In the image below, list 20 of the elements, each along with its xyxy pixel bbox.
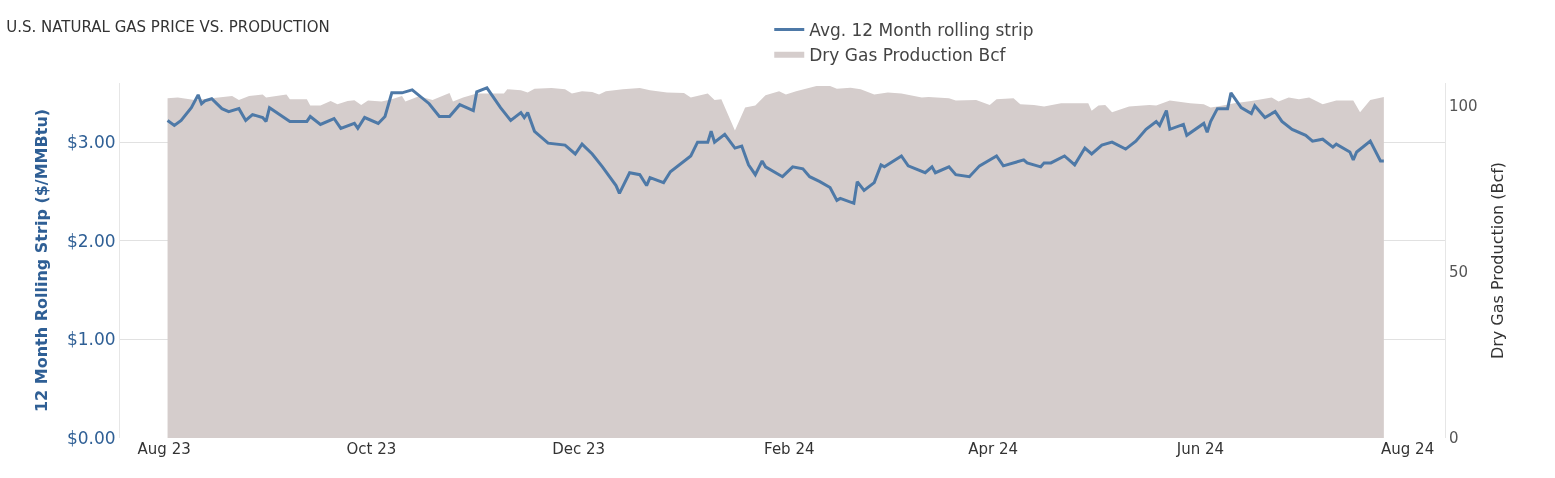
y2-tick-label: 50 — [1449, 263, 1469, 282]
y-tick-label: $0.00 — [66, 427, 116, 448]
legend-label: Dry Gas Production Bcf — [809, 45, 1007, 66]
x-tick-label: Jun 24 — [1175, 440, 1225, 458]
y-axis-title: 12 Month Rolling Strip ($/MMBtu) — [31, 108, 51, 413]
line-series — [166, 86, 1386, 205]
x-tick-label: Aug 23 — [137, 440, 191, 458]
y2-axis-title: Dry Gas Production (Bcf) — [1488, 161, 1508, 360]
x-tick-label: Oct 23 — [346, 440, 397, 458]
x-tick-label: Apr 24 — [968, 440, 1019, 458]
y-tick-label: $2.00 — [66, 230, 116, 251]
y-tick-label: $1.00 — [66, 329, 116, 350]
chart-title: U.S. NATURAL GAS PRICE VS. PRODUCTION — [6, 18, 330, 37]
x-tick-label: Dec 23 — [552, 440, 606, 458]
y-tick-label: $3.00 — [66, 132, 116, 153]
y2-tick-label: 100 — [1449, 97, 1478, 116]
legend-label: Avg. 12 Month rolling strip — [809, 20, 1034, 41]
y2-tick-label: 0 — [1449, 429, 1459, 448]
x-tick-label: Aug 24 — [1381, 440, 1435, 458]
x-tick-label: Feb 24 — [764, 440, 815, 458]
